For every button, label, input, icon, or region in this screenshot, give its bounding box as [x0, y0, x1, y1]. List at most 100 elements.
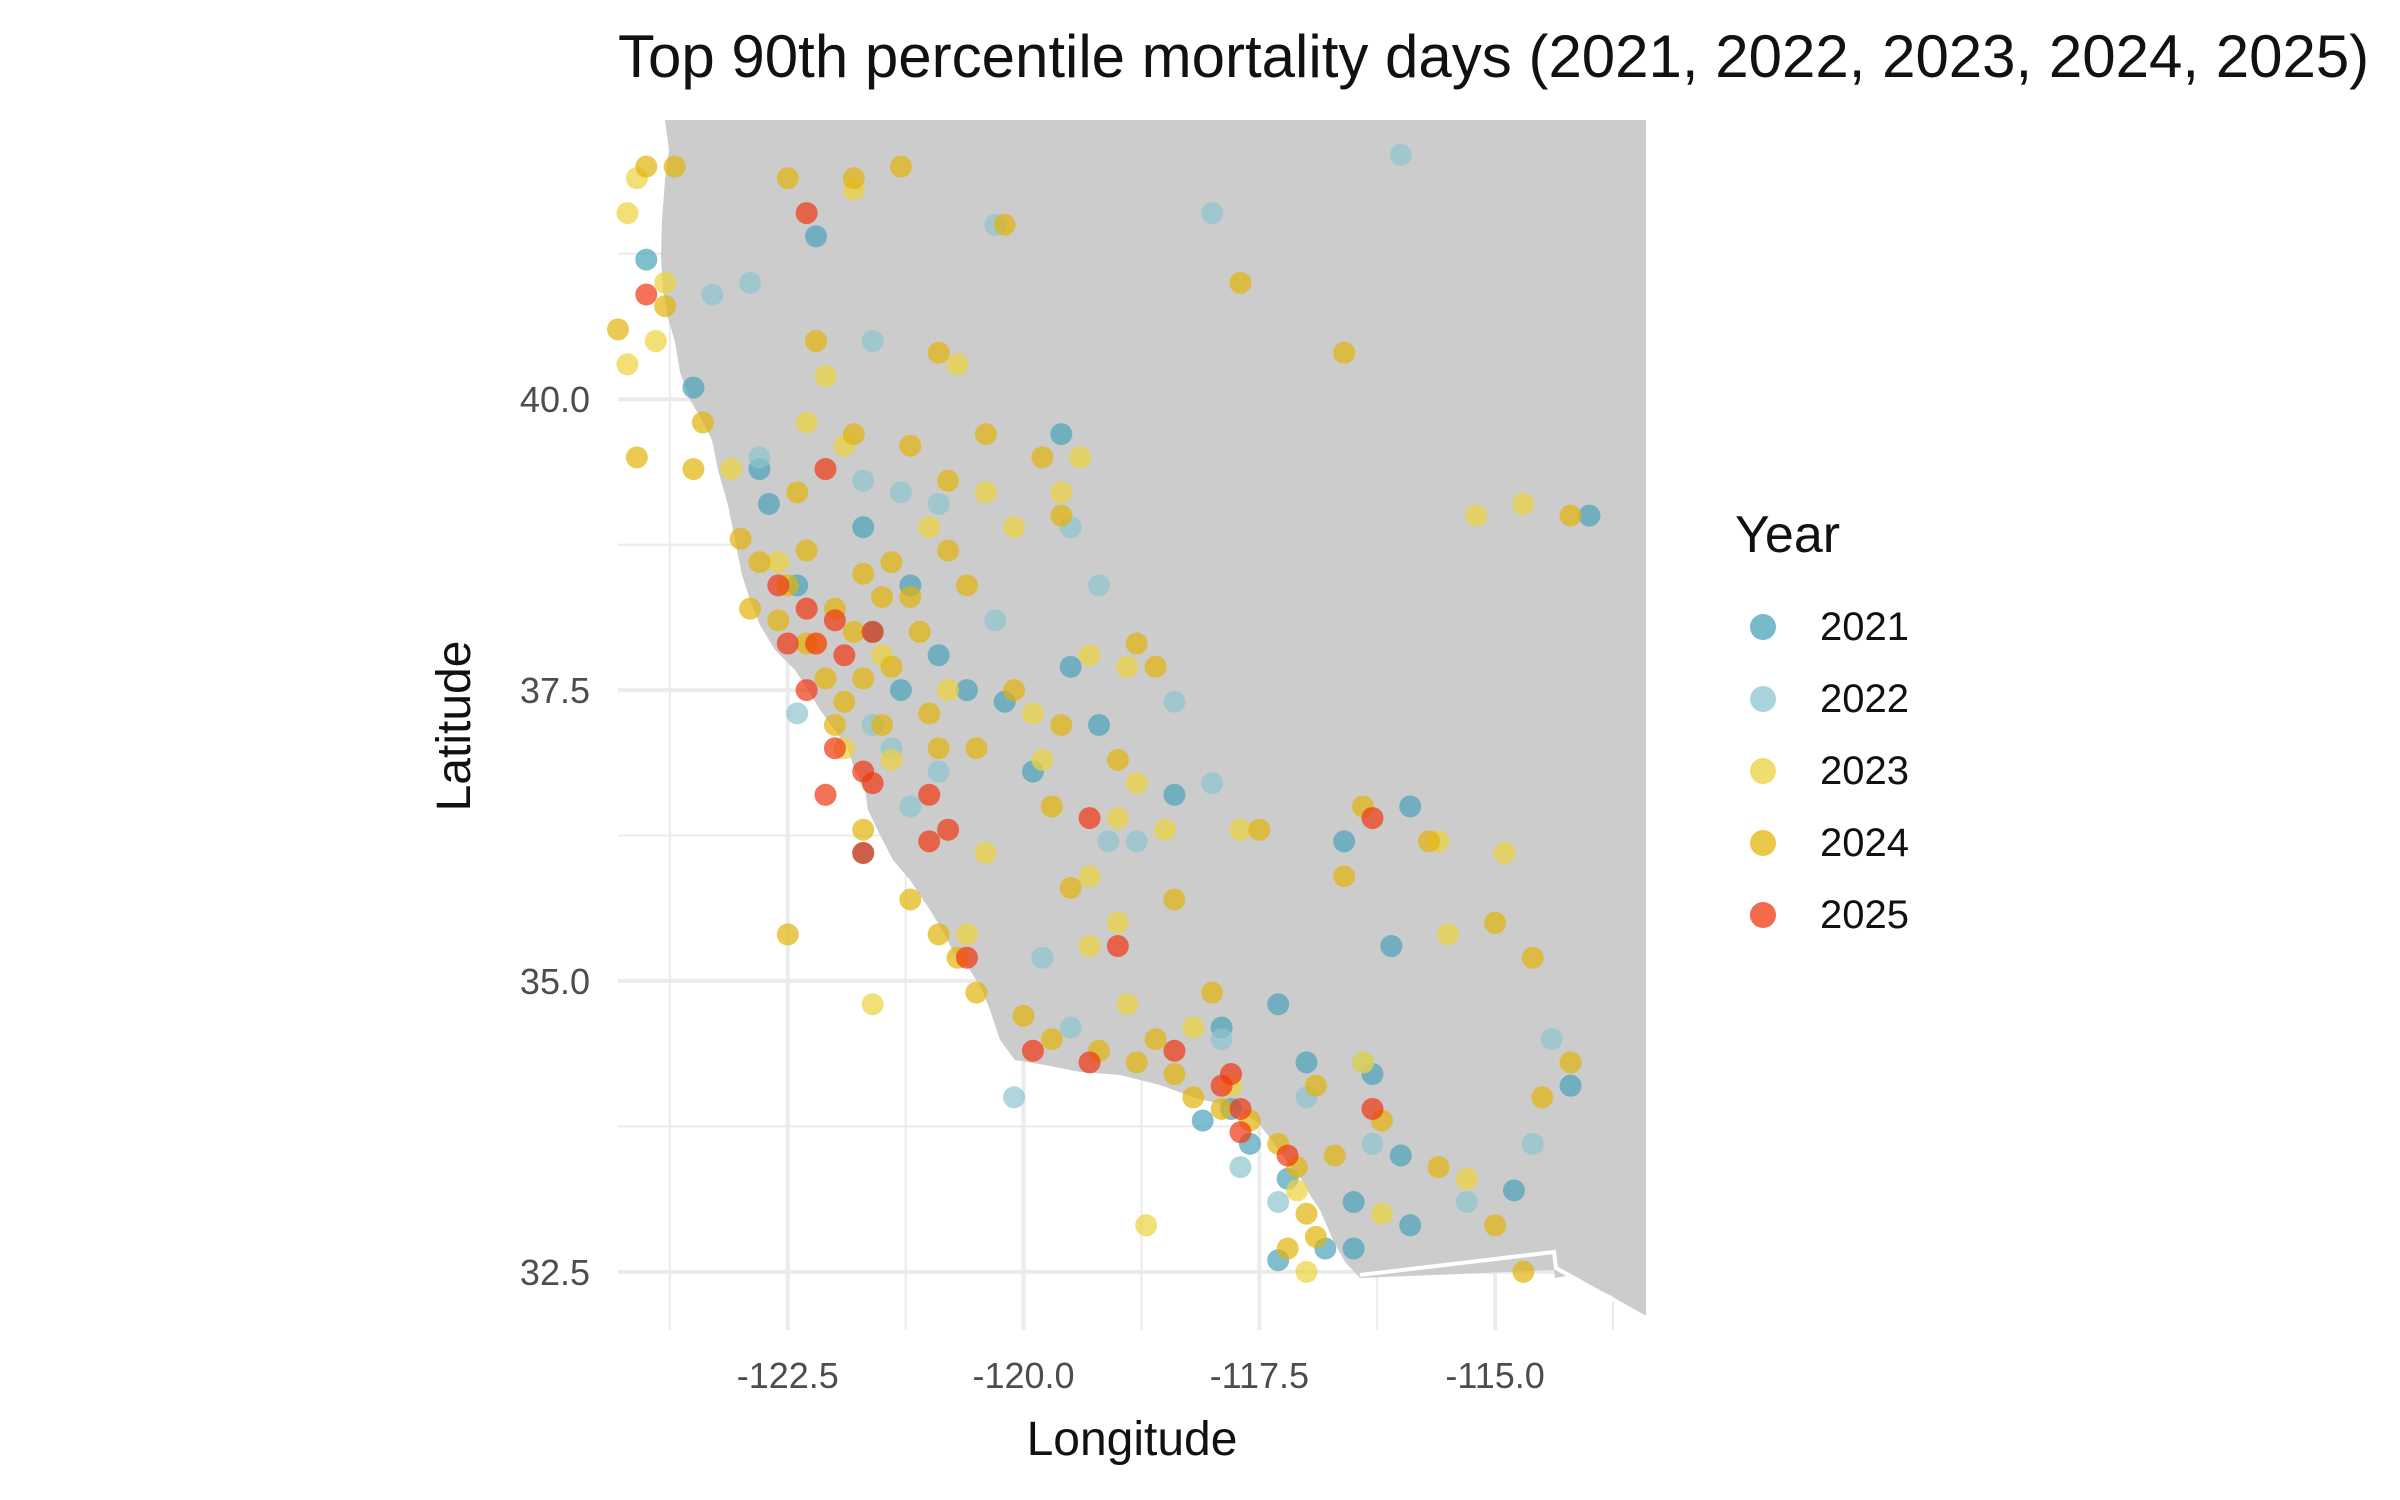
data-point-2024	[1333, 865, 1356, 888]
data-point-2022	[1125, 830, 1148, 853]
data-point-2024	[937, 469, 960, 492]
data-point-2023	[795, 411, 818, 434]
data-point-2025	[1021, 1039, 1044, 1062]
data-point-2025	[823, 609, 846, 632]
data-point-2024	[691, 411, 714, 434]
data-point-2023	[974, 481, 997, 504]
data-point-2023	[937, 679, 960, 702]
data-point-2025	[955, 946, 978, 969]
data-point-2023	[654, 271, 677, 294]
data-point-2025	[1163, 1039, 1186, 1062]
data-point-2025	[814, 783, 837, 806]
data-point-2023	[1078, 865, 1101, 888]
data-point-2024	[833, 690, 856, 713]
data-point-2023	[1512, 492, 1535, 515]
data-point-2025	[767, 574, 790, 597]
data-point-2021	[682, 376, 705, 399]
data-point-2023	[1078, 935, 1101, 958]
data-point-2023	[814, 364, 837, 387]
data-point-2023	[1003, 516, 1026, 539]
data-point-2025	[635, 283, 658, 306]
data-point-2024	[852, 818, 875, 841]
data-point-2024	[1050, 504, 1073, 527]
data-point-2021	[1059, 655, 1082, 678]
x-tick-label: -122.5	[737, 1355, 839, 1396]
data-point-2025	[861, 620, 884, 643]
data-point-2024	[786, 481, 809, 504]
y-tick-label: 37.5	[520, 670, 590, 711]
data-point-2022	[701, 283, 724, 306]
data-point-2025	[814, 458, 837, 481]
data-point-2023	[616, 202, 639, 225]
data-point-2025	[795, 202, 818, 225]
data-point-2024	[842, 620, 865, 643]
data-point-2022	[1210, 1028, 1233, 1051]
data-point-2024	[1163, 1063, 1186, 1086]
data-point-2024	[842, 423, 865, 446]
data-point-2024	[937, 539, 960, 562]
data-point-2023	[1078, 644, 1101, 667]
data-point-2024	[1031, 446, 1054, 469]
data-point-2023	[861, 993, 884, 1016]
data-point-2024	[1427, 1156, 1450, 1179]
data-point-2024	[1418, 830, 1441, 853]
data-point-2024	[974, 423, 997, 446]
data-point-2023	[946, 353, 969, 376]
data-point-2024	[852, 562, 875, 585]
channel-islands	[1050, 1094, 1122, 1106]
data-point-2022	[1003, 1086, 1026, 1109]
data-point-2022	[1267, 1191, 1290, 1214]
data-point-2025	[1361, 1097, 1384, 1120]
data-point-2024	[965, 981, 988, 1004]
data-point-2025	[1078, 1051, 1101, 1074]
data-point-2022	[1389, 143, 1412, 166]
data-point-2023	[1135, 1214, 1158, 1237]
data-point-2025	[795, 597, 818, 620]
data-point-2025	[918, 830, 941, 853]
land-shape	[661, 120, 1646, 1318]
data-point-2024	[805, 330, 828, 353]
data-point-2021	[1050, 423, 1073, 446]
data-point-2021	[1389, 1144, 1412, 1167]
data-point-2025	[852, 841, 875, 864]
data-point-2025	[1229, 1121, 1252, 1144]
data-point-2023	[1455, 1167, 1478, 1190]
border-line	[1359, 1249, 1647, 1320]
data-point-2024	[682, 458, 705, 481]
data-point-2024	[899, 888, 922, 911]
data-point-2025	[937, 818, 960, 841]
data-point-2023	[1106, 807, 1129, 830]
chart-title: Top 90th percentile mortality days (2021…	[618, 23, 2370, 90]
data-point-2021	[1502, 1179, 1525, 1202]
legend-title: Year	[1735, 506, 1841, 564]
data-point-2024	[908, 620, 931, 643]
data-point-2024	[871, 714, 894, 736]
data-point-2025	[833, 644, 856, 667]
data-point-2025	[918, 783, 941, 806]
data-point-2021	[1399, 1214, 1422, 1237]
data-point-2022	[1097, 830, 1120, 853]
data-point-2024	[1333, 341, 1356, 364]
data-point-2021	[757, 492, 780, 515]
data-point-2024	[1276, 1237, 1299, 1260]
data-point-2024	[1182, 1086, 1205, 1109]
data-point-2024	[1210, 1097, 1233, 1120]
legend-key-icon	[1750, 686, 1776, 712]
data-point-2025	[1106, 935, 1129, 958]
data-point-2024	[842, 167, 865, 190]
data-point-2024	[889, 155, 912, 178]
data-point-2023	[955, 923, 978, 946]
data-point-2024	[663, 155, 686, 178]
data-point-2025	[1220, 1063, 1243, 1086]
island-1	[1050, 1096, 1078, 1106]
data-point-2023	[616, 353, 639, 376]
legend-label: 2023	[1820, 748, 1909, 793]
data-point-2024	[767, 609, 790, 632]
data-point-2022	[927, 760, 950, 783]
legend-label: 2021	[1820, 604, 1909, 649]
legend-key-icon	[1750, 614, 1776, 640]
data-point-2022	[984, 609, 1007, 632]
data-point-2025	[795, 679, 818, 702]
data-point-2021	[1163, 783, 1186, 806]
data-point-2024	[635, 155, 658, 178]
